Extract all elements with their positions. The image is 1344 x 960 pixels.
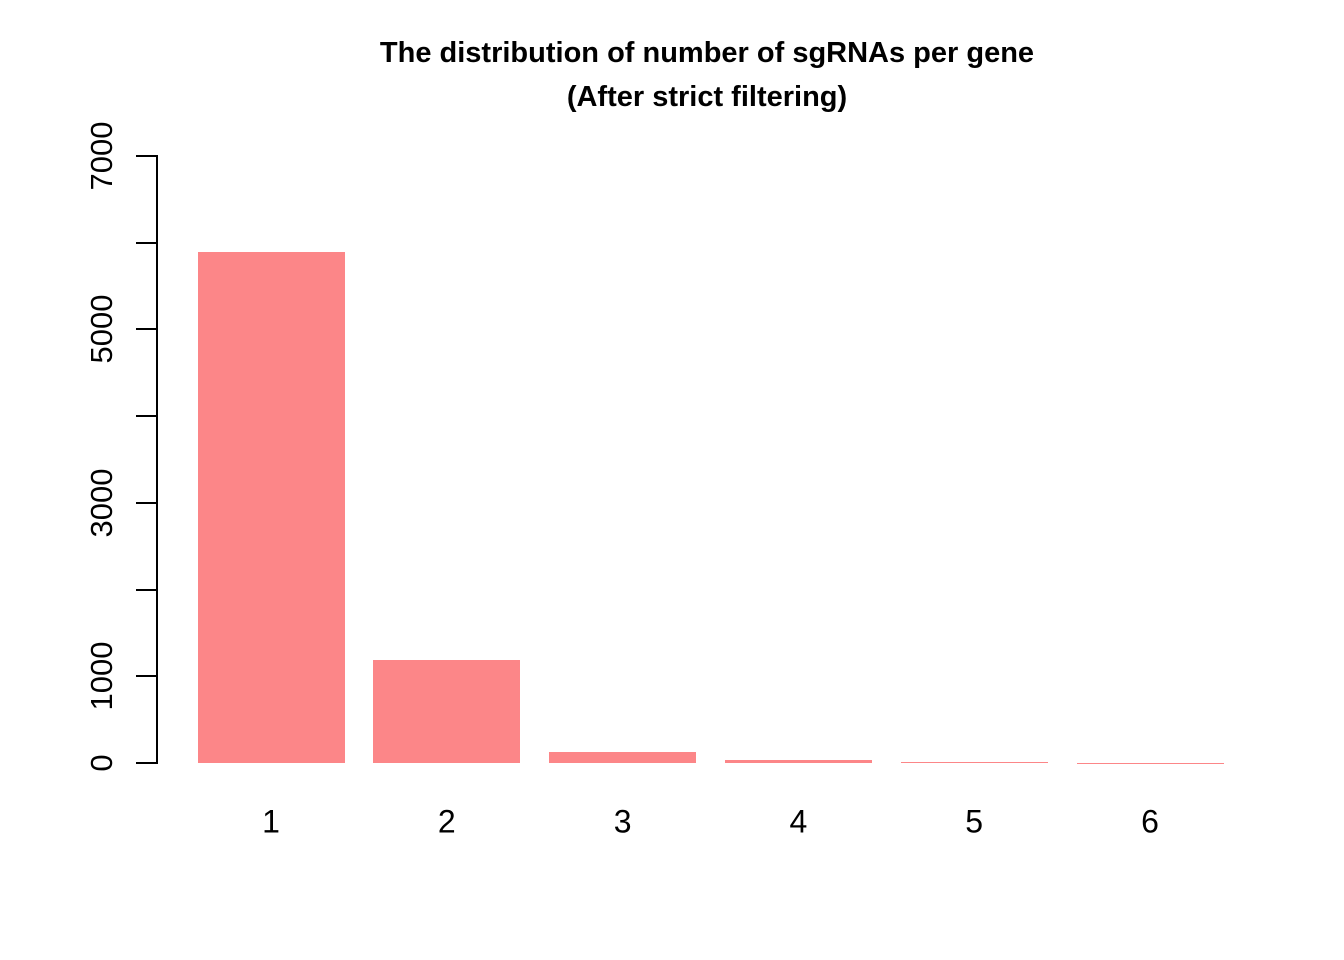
bar-2 xyxy=(373,659,521,763)
y-tick-1000 xyxy=(136,675,157,678)
y-tick-label-0: 0 xyxy=(84,754,119,772)
y-tick-5000 xyxy=(136,328,157,331)
x-tick-label-5: 5 xyxy=(965,803,984,840)
y-tick-label-1000: 1000 xyxy=(84,641,119,711)
y-tick-3000 xyxy=(136,501,157,504)
y-tick-2000 xyxy=(136,588,157,591)
y-tick-0 xyxy=(136,762,157,764)
y-tick-6000 xyxy=(136,241,157,244)
y-axis-line xyxy=(156,155,158,764)
y-tick-7000 xyxy=(136,155,157,157)
bar-3 xyxy=(549,751,697,763)
chart-title-line-1: The distribution of number of sgRNAs per… xyxy=(379,37,1035,69)
x-tick-label-4: 4 xyxy=(789,803,808,840)
bar-1 xyxy=(197,252,345,763)
bar-5 xyxy=(900,762,1048,763)
x-tick-label-6: 6 xyxy=(1141,803,1159,840)
bar-4 xyxy=(724,760,872,763)
y-tick-label-7000: 7000 xyxy=(84,121,119,191)
x-tick-label-2: 2 xyxy=(437,803,456,840)
y-tick-label-5000: 5000 xyxy=(84,294,119,364)
x-tick-label-3: 3 xyxy=(613,803,632,840)
y-tick-label-3000: 3000 xyxy=(84,468,119,538)
chart-title-line-2: (After strict filtering) xyxy=(566,81,848,113)
y-tick-4000 xyxy=(136,415,157,418)
x-tick-label-1: 1 xyxy=(262,803,280,840)
